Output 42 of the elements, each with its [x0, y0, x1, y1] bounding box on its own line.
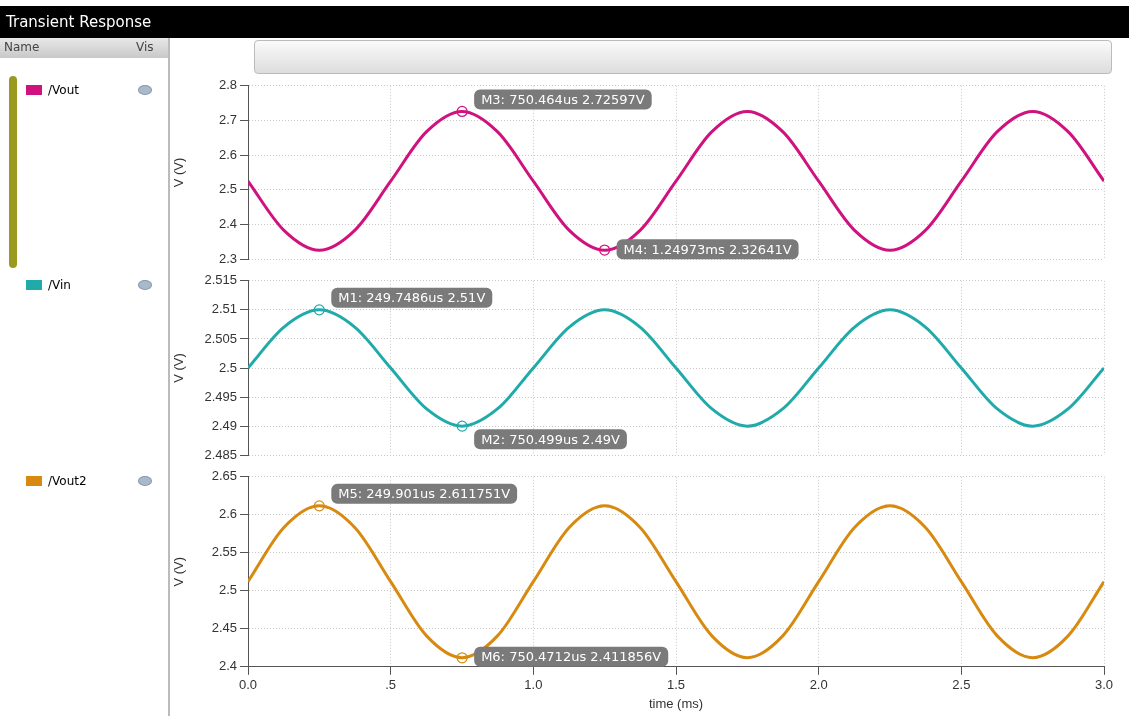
legend-label: /Vout2: [48, 474, 87, 488]
y-tick-label: 2.7: [218, 112, 237, 128]
x-tick-label: .5: [385, 677, 397, 693]
y-tick-label: 2.45: [211, 620, 237, 636]
y-tick-label: 2.8: [218, 77, 237, 93]
x-tick-label: 2.5: [952, 677, 971, 693]
y-tick-label: 2.5: [218, 181, 237, 197]
annotation: M2: 750.499us 2.49V: [481, 431, 620, 447]
annotation: M6: 750.4712us 2.411856V: [481, 649, 662, 665]
x-axis-title: time (ms): [648, 695, 704, 711]
y-tick-label: 2.4: [218, 658, 237, 674]
text: Transient Response: [0, 6, 1129, 38]
y-tick-label: 2.5: [218, 359, 237, 375]
text: Vis: [136, 40, 154, 54]
y-tick-label: 2.3: [218, 250, 237, 266]
x-tick-label: 2.0: [809, 677, 828, 693]
y-tick-label: 2.515: [204, 272, 237, 288]
annotation: M3: 750.464us 2.72597V: [481, 91, 645, 107]
legend-label: /Vin: [48, 278, 71, 292]
text: Name: [4, 40, 40, 54]
x-tick-label: 3.0: [1094, 677, 1114, 693]
y-tick-label: 2.5: [218, 582, 237, 598]
x-tick-label: 1.5: [666, 677, 686, 693]
y-tick-label: 2.51: [211, 301, 237, 317]
y-tick-label: 2.505: [204, 330, 237, 346]
y-tick-label: 2.485: [204, 446, 237, 462]
annotation: M4: 1.24973ms 2.32641V: [623, 241, 792, 257]
y-tick-label: 2.6: [218, 146, 237, 162]
y-tick-label: 2.55: [211, 544, 237, 560]
y-tick-label: 2.4: [218, 216, 237, 232]
x-tick-label: 0.0: [238, 677, 258, 693]
y-axis-title: V (V): [171, 353, 187, 383]
annotation: M1: 249.7486us 2.51V: [338, 290, 486, 306]
y-tick-label: 2.65: [211, 468, 237, 484]
y-axis-title: V (V): [171, 556, 187, 587]
x-tick-label: 1.0: [524, 677, 543, 693]
legend-label: /Vout: [48, 83, 79, 97]
y-axis-title: V (V): [171, 157, 187, 188]
annotation: M5: 249.901us 2.611751V: [338, 486, 511, 502]
y-tick-label: 2.49: [211, 417, 237, 433]
y-tick-label: 2.495: [204, 388, 237, 404]
y-tick-label: 2.6: [218, 506, 237, 522]
